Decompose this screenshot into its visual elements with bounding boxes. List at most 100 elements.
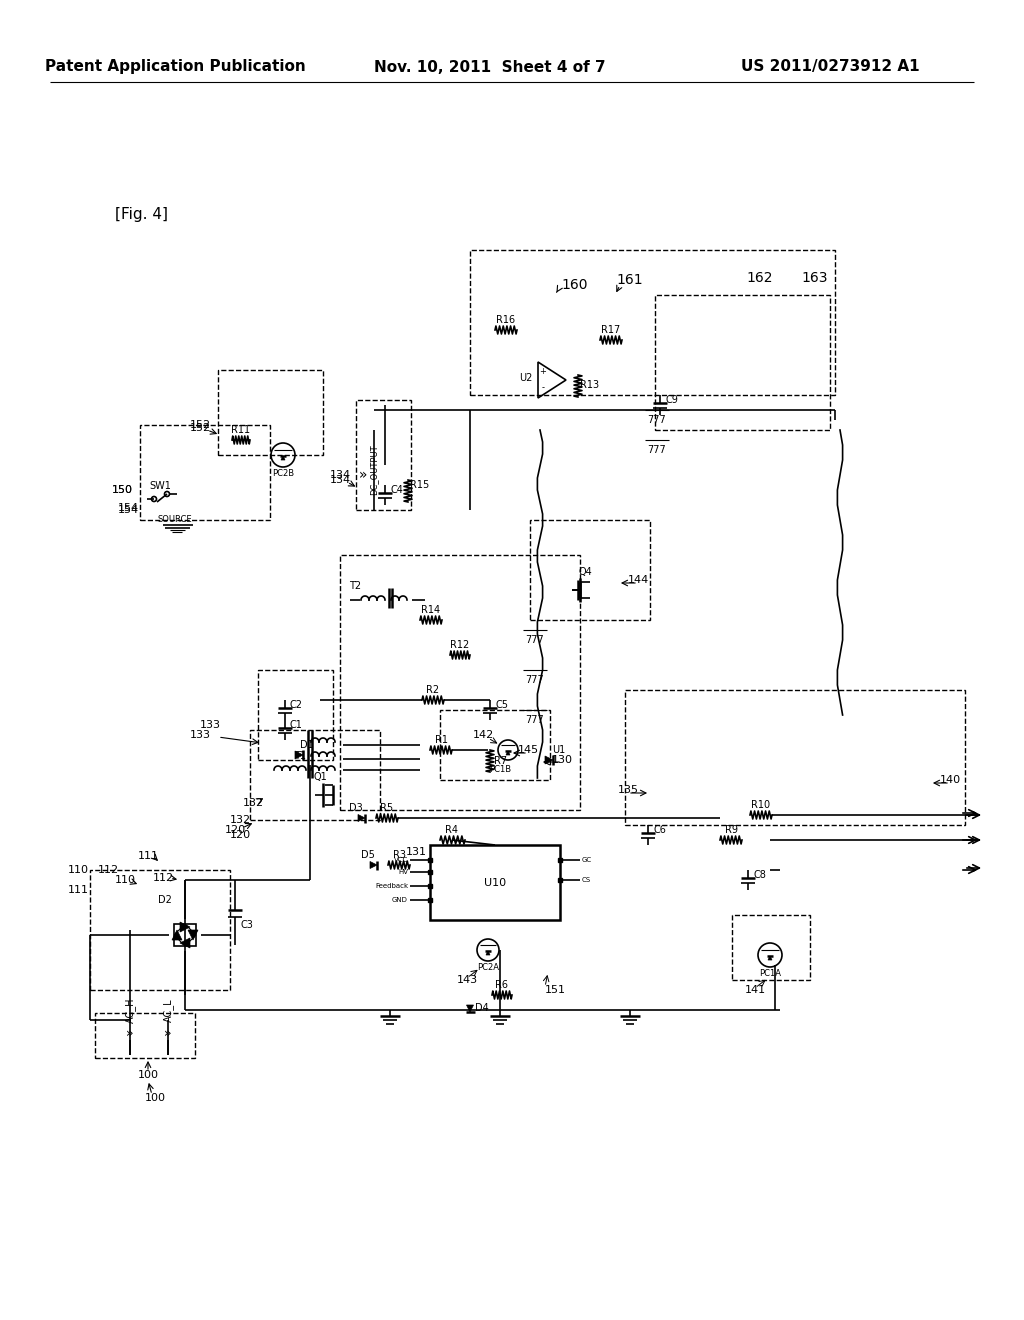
Text: 160: 160 (562, 279, 588, 292)
Polygon shape (180, 921, 190, 932)
Polygon shape (295, 751, 303, 759)
Text: VCC: VCC (394, 857, 408, 863)
Text: 111: 111 (137, 851, 159, 861)
Text: SW1: SW1 (150, 480, 171, 491)
Bar (625, 690, 965, 825)
Text: 110: 110 (68, 865, 88, 875)
Bar (250, 730, 380, 820)
Text: 135: 135 (617, 785, 639, 795)
Text: 143: 143 (457, 975, 477, 985)
Polygon shape (188, 931, 198, 940)
Text: HV: HV (398, 869, 408, 875)
Polygon shape (768, 956, 772, 960)
Text: 162: 162 (746, 271, 773, 285)
Text: C6: C6 (653, 825, 667, 836)
Text: R6: R6 (496, 979, 509, 990)
Bar (90, 870, 230, 990)
Text: Nov. 10, 2011  Sheet 4 of 7: Nov. 10, 2011 Sheet 4 of 7 (374, 59, 606, 74)
Text: R16: R16 (497, 315, 515, 325)
Text: R12: R12 (451, 640, 470, 649)
Text: 133: 133 (200, 719, 220, 730)
Text: 120: 120 (229, 830, 251, 840)
Bar (356, 400, 411, 510)
Text: U1: U1 (552, 744, 565, 755)
Polygon shape (172, 931, 182, 940)
Text: AC_H: AC_H (125, 997, 135, 1023)
Text: AC_L: AC_L (163, 998, 173, 1022)
Text: 111: 111 (68, 884, 88, 895)
Text: R14: R14 (422, 605, 440, 615)
Text: D2: D2 (158, 895, 172, 906)
Text: PC1B: PC1B (488, 766, 511, 775)
Text: 163: 163 (802, 271, 828, 285)
Text: DC_OUTPUT: DC_OUTPUT (370, 445, 379, 495)
Text: R9: R9 (725, 825, 737, 836)
Bar (258, 671, 333, 760)
Text: C3: C3 (241, 920, 253, 931)
Bar (732, 915, 810, 979)
Text: GND: GND (392, 898, 408, 903)
Text: »: » (126, 1027, 134, 1040)
Text: R10: R10 (752, 800, 771, 810)
Text: PC2B: PC2B (272, 469, 294, 478)
Bar (655, 294, 830, 430)
Text: CS: CS (582, 876, 591, 883)
Text: -: - (542, 384, 545, 392)
Text: C5: C5 (496, 700, 509, 710)
Text: 130: 130 (552, 755, 572, 766)
Text: 154: 154 (118, 506, 138, 515)
Text: R3: R3 (392, 850, 406, 861)
Text: R15: R15 (411, 480, 430, 490)
Text: R11: R11 (231, 425, 251, 436)
Text: T2: T2 (349, 581, 361, 591)
Text: [Fig. 4]: [Fig. 4] (115, 207, 168, 223)
Text: 112: 112 (153, 873, 173, 883)
Bar (430, 845, 560, 920)
Text: 152: 152 (189, 420, 211, 430)
Text: GC: GC (582, 857, 592, 863)
Text: +: + (540, 367, 547, 376)
Text: Feedback: Feedback (375, 883, 408, 888)
Text: D4: D4 (475, 1003, 488, 1012)
Text: Q4: Q4 (579, 568, 592, 577)
Text: R1: R1 (434, 735, 447, 744)
Text: 120: 120 (224, 825, 246, 836)
Text: »: » (164, 1027, 172, 1040)
Text: 144: 144 (628, 576, 648, 585)
Text: 777: 777 (647, 414, 667, 425)
Text: 141: 141 (744, 985, 766, 995)
Text: R5: R5 (381, 803, 393, 813)
Text: SOURCE: SOURCE (158, 516, 193, 524)
Text: C8: C8 (754, 870, 766, 880)
Bar (340, 554, 580, 810)
Text: U10: U10 (484, 878, 506, 887)
Bar (95, 1012, 195, 1059)
Text: U2: U2 (519, 374, 532, 383)
Text: 142: 142 (472, 730, 494, 741)
Bar (140, 425, 270, 520)
Text: 134: 134 (330, 470, 350, 480)
Text: R13: R13 (581, 380, 600, 389)
Text: 100: 100 (137, 1071, 159, 1080)
Bar (470, 249, 835, 395)
Text: 112: 112 (97, 865, 119, 875)
Text: 777: 777 (525, 635, 545, 645)
Text: 110: 110 (115, 875, 135, 884)
Text: PC1A: PC1A (759, 969, 781, 978)
Bar (440, 710, 550, 780)
Polygon shape (506, 751, 510, 755)
Text: 133: 133 (189, 730, 211, 741)
Text: 145: 145 (517, 744, 539, 755)
Text: 161: 161 (616, 273, 643, 286)
Text: D5: D5 (361, 850, 375, 861)
Text: 131: 131 (406, 847, 427, 857)
Text: D3: D3 (349, 803, 362, 813)
Bar (218, 370, 323, 455)
Text: 132: 132 (229, 814, 251, 825)
Text: 150: 150 (112, 484, 132, 495)
Text: »: » (358, 469, 368, 482)
Text: T1: T1 (294, 751, 306, 762)
Polygon shape (180, 939, 190, 948)
Text: C1: C1 (290, 719, 302, 730)
Polygon shape (467, 1005, 473, 1012)
